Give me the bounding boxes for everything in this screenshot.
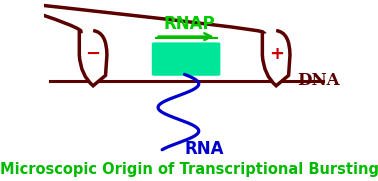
Text: DNA: DNA — [297, 72, 339, 89]
FancyBboxPatch shape — [152, 42, 220, 76]
Text: −: − — [85, 45, 101, 63]
Text: Microscopic Origin of Transcriptional Bursting: Microscopic Origin of Transcriptional Bu… — [0, 162, 378, 177]
PathPatch shape — [79, 31, 107, 86]
Text: RNAP: RNAP — [163, 15, 215, 33]
Text: RNA: RNA — [184, 140, 224, 158]
Text: +: + — [269, 45, 284, 63]
PathPatch shape — [262, 31, 290, 86]
